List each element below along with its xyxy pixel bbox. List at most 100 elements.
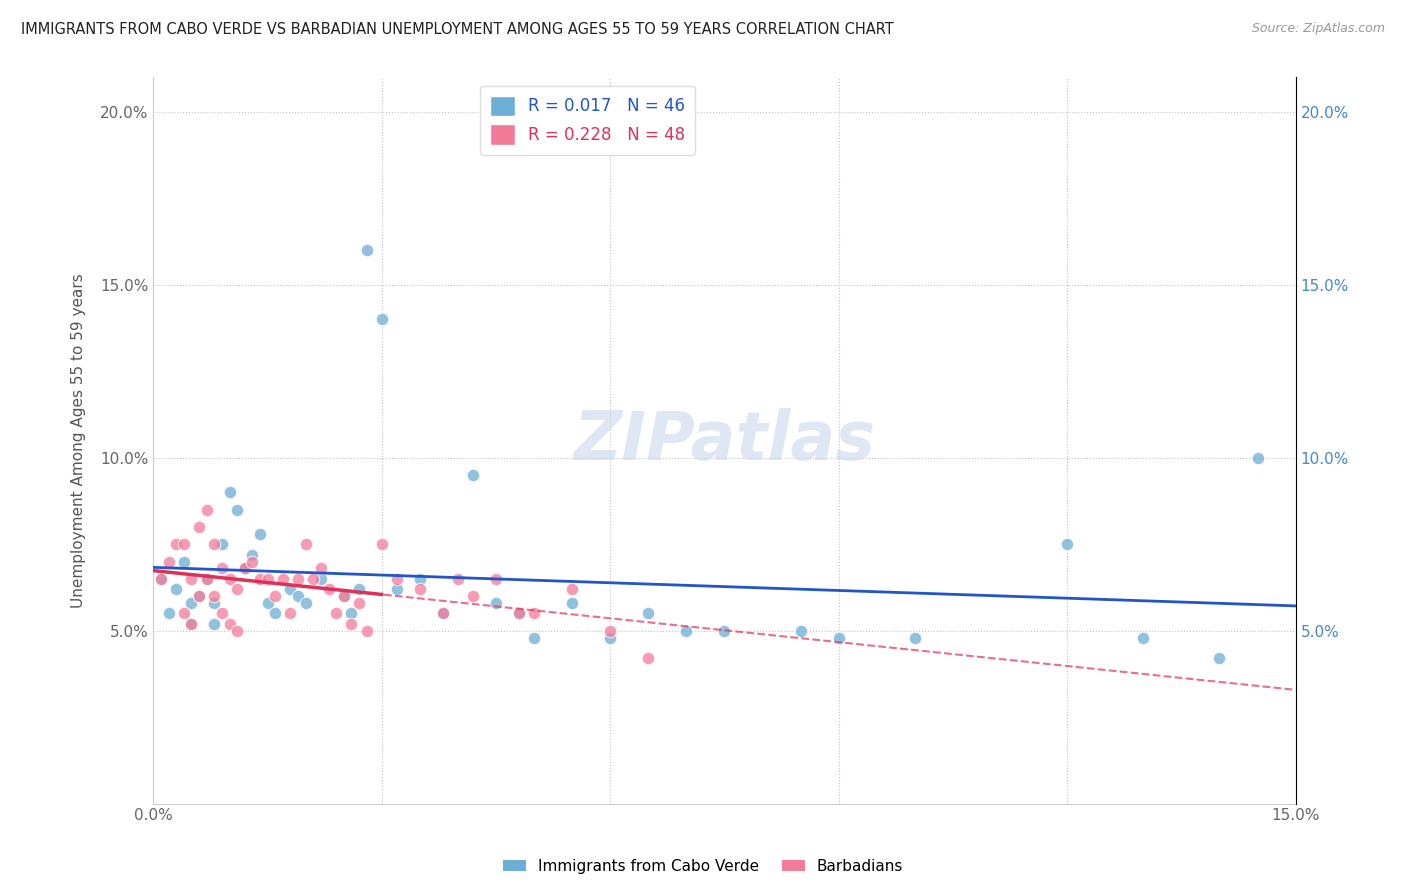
Point: [432, 607, 454, 621]
Point: [211, 607, 233, 621]
Point: [218, 616, 240, 631]
Point: [180, 616, 202, 631]
Point: [675, 624, 697, 638]
Point: [157, 607, 180, 621]
Point: [202, 589, 225, 603]
Point: [256, 572, 278, 586]
Point: [371, 312, 394, 326]
Point: [165, 537, 187, 551]
Point: [332, 589, 354, 603]
Point: [599, 631, 621, 645]
Point: [240, 548, 263, 562]
Point: [318, 582, 340, 597]
Point: [211, 561, 233, 575]
Point: [188, 589, 211, 603]
Point: [325, 607, 347, 621]
Point: [195, 502, 218, 516]
Point: [637, 651, 659, 665]
Point: [202, 596, 225, 610]
Point: [287, 589, 309, 603]
Point: [180, 596, 202, 610]
Point: [294, 596, 316, 610]
Point: [409, 582, 432, 597]
Point: [271, 572, 294, 586]
Point: [218, 572, 240, 586]
Point: [188, 520, 211, 534]
Legend: R = 0.017   N = 46, R = 0.228   N = 48: R = 0.017 N = 46, R = 0.228 N = 48: [479, 86, 695, 155]
Point: [463, 589, 485, 603]
Point: [523, 631, 546, 645]
Text: ZIPatlas: ZIPatlas: [574, 408, 876, 474]
Point: [249, 572, 271, 586]
Point: [264, 607, 287, 621]
Point: [385, 582, 408, 597]
Point: [256, 596, 278, 610]
Point: [508, 607, 530, 621]
Point: [195, 572, 218, 586]
Point: [149, 572, 172, 586]
Legend: Immigrants from Cabo Verde, Barbadians: Immigrants from Cabo Verde, Barbadians: [496, 853, 910, 880]
Point: [828, 631, 851, 645]
Point: [1246, 450, 1268, 465]
Point: [165, 582, 187, 597]
Point: [180, 616, 202, 631]
Text: IMMIGRANTS FROM CABO VERDE VS BARBADIAN UNEMPLOYMENT AMONG AGES 55 TO 59 YEARS C: IMMIGRANTS FROM CABO VERDE VS BARBADIAN …: [21, 22, 894, 37]
Point: [233, 561, 256, 575]
Point: [280, 607, 302, 621]
Point: [280, 582, 302, 597]
Point: [523, 607, 546, 621]
Point: [249, 527, 271, 541]
Point: [173, 607, 195, 621]
Point: [904, 631, 927, 645]
Point: [202, 616, 225, 631]
Point: [149, 572, 172, 586]
Point: [226, 502, 249, 516]
Point: [713, 624, 735, 638]
Point: [599, 624, 621, 638]
Y-axis label: Unemployment Among Ages 55 to 59 years: Unemployment Among Ages 55 to 59 years: [72, 273, 86, 608]
Point: [226, 624, 249, 638]
Point: [340, 616, 363, 631]
Point: [1056, 537, 1078, 551]
Point: [309, 572, 332, 586]
Point: [347, 582, 370, 597]
Point: [485, 596, 508, 610]
Point: [508, 607, 530, 621]
Point: [180, 572, 202, 586]
Point: [561, 582, 583, 597]
Point: [332, 589, 354, 603]
Point: [309, 561, 332, 575]
Point: [188, 589, 211, 603]
Point: [447, 572, 470, 586]
Point: [356, 244, 378, 258]
Point: [202, 537, 225, 551]
Point: [463, 468, 485, 483]
Point: [637, 607, 659, 621]
Point: [371, 537, 394, 551]
Point: [1132, 631, 1154, 645]
Point: [226, 582, 249, 597]
Point: [485, 572, 508, 586]
Point: [561, 596, 583, 610]
Point: [233, 561, 256, 575]
Text: Source: ZipAtlas.com: Source: ZipAtlas.com: [1251, 22, 1385, 36]
Point: [195, 572, 218, 586]
Point: [240, 555, 263, 569]
Point: [218, 485, 240, 500]
Point: [340, 607, 363, 621]
Point: [302, 572, 325, 586]
Point: [1208, 651, 1230, 665]
Point: [264, 589, 287, 603]
Point: [385, 572, 408, 586]
Point: [211, 537, 233, 551]
Point: [409, 572, 432, 586]
Point: [173, 555, 195, 569]
Point: [356, 624, 378, 638]
Point: [432, 607, 454, 621]
Point: [789, 624, 811, 638]
Point: [347, 596, 370, 610]
Point: [173, 537, 195, 551]
Point: [294, 537, 316, 551]
Point: [287, 572, 309, 586]
Point: [157, 555, 180, 569]
